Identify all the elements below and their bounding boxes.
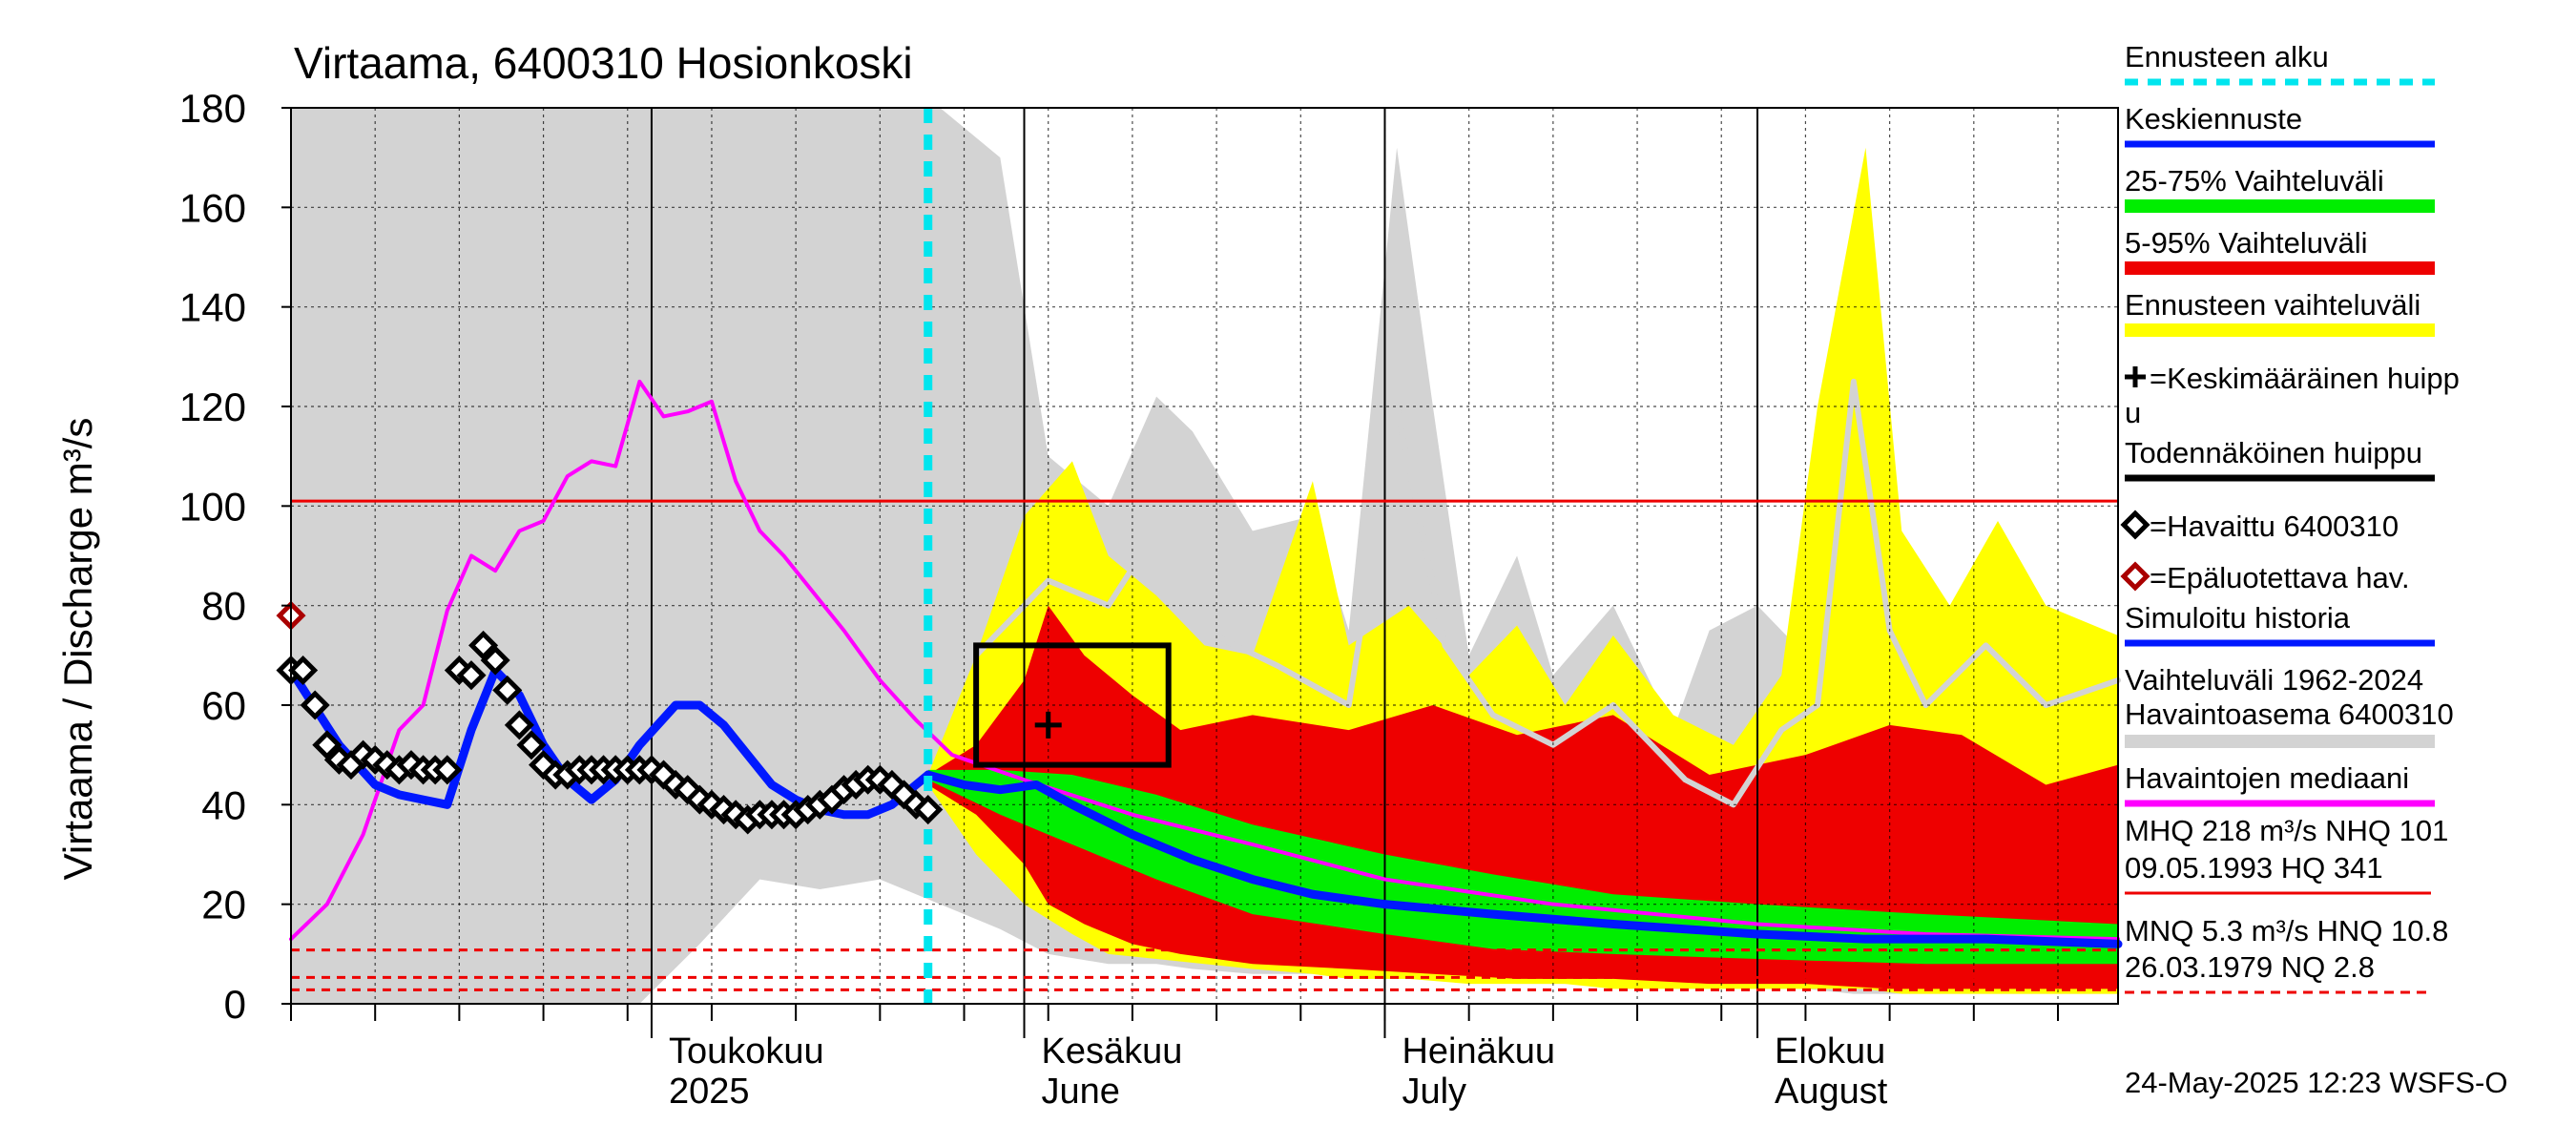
plot-frame <box>290 107 2119 1005</box>
legend-label: 5-95% Vaihteluväli <box>2125 226 2367 260</box>
history-median-line <box>973 378 2121 808</box>
forecast-mean-line <box>924 770 2123 948</box>
legend-item: =Epäluotettava hav. <box>2120 561 2410 594</box>
legend-item: 25-75% Vaihteluväli <box>2125 164 2435 213</box>
mean-peak-marker <box>1034 711 1062 739</box>
observed-point <box>456 660 487 691</box>
legend-item: =Keskimääräinen huipp u <box>2125 362 2460 429</box>
legend-label: Keskiennuste <box>2125 102 2302 135</box>
observed-point <box>300 690 330 720</box>
y-tick-label: 160 <box>179 185 246 230</box>
legend-label: Todennäköinen huippu <box>2125 436 2422 469</box>
month-label: Elokuu <box>1775 1031 1885 1072</box>
chart-title: Virtaama, 6400310 Hosionkoski <box>294 38 913 88</box>
legend-label: Vaihteluväli 1962-2024 <box>2125 663 2423 697</box>
legend-item: Simuloitu historia <box>2125 601 2435 647</box>
y-tick-label: 120 <box>179 385 246 429</box>
legend-label: Ennusteen vaihteluväli <box>2125 288 2420 322</box>
legend-item: Vaihteluväli 1962-2024 Havaintoasema 640… <box>2125 663 2454 748</box>
month-sublabel: July <box>1402 1072 1466 1112</box>
median-line <box>289 379 2120 942</box>
observed-point <box>312 730 343 760</box>
grid <box>291 107 2118 1005</box>
stat-mhq-line1: MHQ 218 m³/s NHQ 101 <box>2125 814 2448 847</box>
legend-item: 5-95% Vaihteluväli <box>2125 226 2435 275</box>
stat-mnq-line1: MNQ 5.3 m³/s HNQ 10.8 <box>2125 914 2448 947</box>
y-tick-label: 0 <box>224 982 246 1027</box>
y-tick-label: 20 <box>201 883 246 927</box>
y-tick-label: 60 <box>201 683 246 728</box>
legend-label: =Keskimääräinen huipp <box>2150 362 2460 395</box>
observed-point <box>432 755 463 785</box>
observed-point <box>504 710 534 740</box>
month-sublabel: August <box>1775 1072 1888 1112</box>
legend-label: =Epäluotettava hav. <box>2150 561 2410 594</box>
legend-label-cont: u <box>2125 396 2141 429</box>
legend-item: Todennäköinen huippu <box>2125 436 2435 482</box>
band-25-75-area <box>927 769 2119 965</box>
y-axis-label: Virtaama / Discharge m³/s <box>55 418 100 881</box>
footer-timestamp: 24-May-2025 12:23 WSFS-O <box>2125 1066 2507 1099</box>
legend-label: Havaintojen mediaani <box>2125 761 2409 795</box>
month-label: Kesäkuu <box>1042 1031 1183 1072</box>
legend-item: Ennusteen vaihteluväli <box>2125 288 2435 337</box>
y-tick-label: 180 <box>179 86 246 131</box>
legend-label: Ennusteen alku <box>2125 40 2329 73</box>
month-sublabel: June <box>1042 1072 1120 1112</box>
observed-point <box>913 795 944 825</box>
legend-diamond-icon <box>2120 510 2150 540</box>
y-tick-label: 100 <box>179 484 246 529</box>
observed-point <box>468 630 499 660</box>
plot-area <box>276 107 2123 1005</box>
observed-point <box>288 655 319 686</box>
legend-item: Havaintojen mediaani <box>2125 761 2435 807</box>
y-tick-label: 80 <box>201 584 246 629</box>
legend-diamond-icon <box>2120 561 2150 592</box>
legend-label: =Havaittu 6400310 <box>2150 510 2399 543</box>
legend: Ennusteen alku Keskiennuste 25-75% Vaihtel… <box>2120 40 2460 807</box>
observed-point <box>516 730 547 760</box>
legend-label-cont: Havaintoasema 6400310 <box>2125 697 2454 731</box>
stat-mnq-line2: 26.03.1979 NQ 2.8 <box>2125 950 2375 984</box>
month-label: Heinäkuu <box>1402 1031 1555 1072</box>
observed-point <box>480 645 510 676</box>
legend-label: Simuloitu historia <box>2125 601 2351 635</box>
month-sublabel: 2025 <box>669 1072 750 1112</box>
observed-point <box>492 675 523 705</box>
probable-peak-box <box>973 642 1172 768</box>
legend-plus-icon <box>2125 366 2146 387</box>
legend-label: 25-75% Vaihteluväli <box>2125 164 2384 198</box>
legend-item: =Havaittu 6400310 <box>2120 510 2399 543</box>
stat-mhq-line2: 09.05.1993 HQ 341 <box>2125 851 2383 885</box>
y-tick-label: 40 <box>201 782 246 827</box>
legend-item: Ennusteen alku <box>2125 40 2435 86</box>
legend-item: Keskiennuste <box>2125 102 2435 148</box>
month-label: Toukokuu <box>669 1031 824 1072</box>
y-tick-label: 140 <box>179 285 246 330</box>
